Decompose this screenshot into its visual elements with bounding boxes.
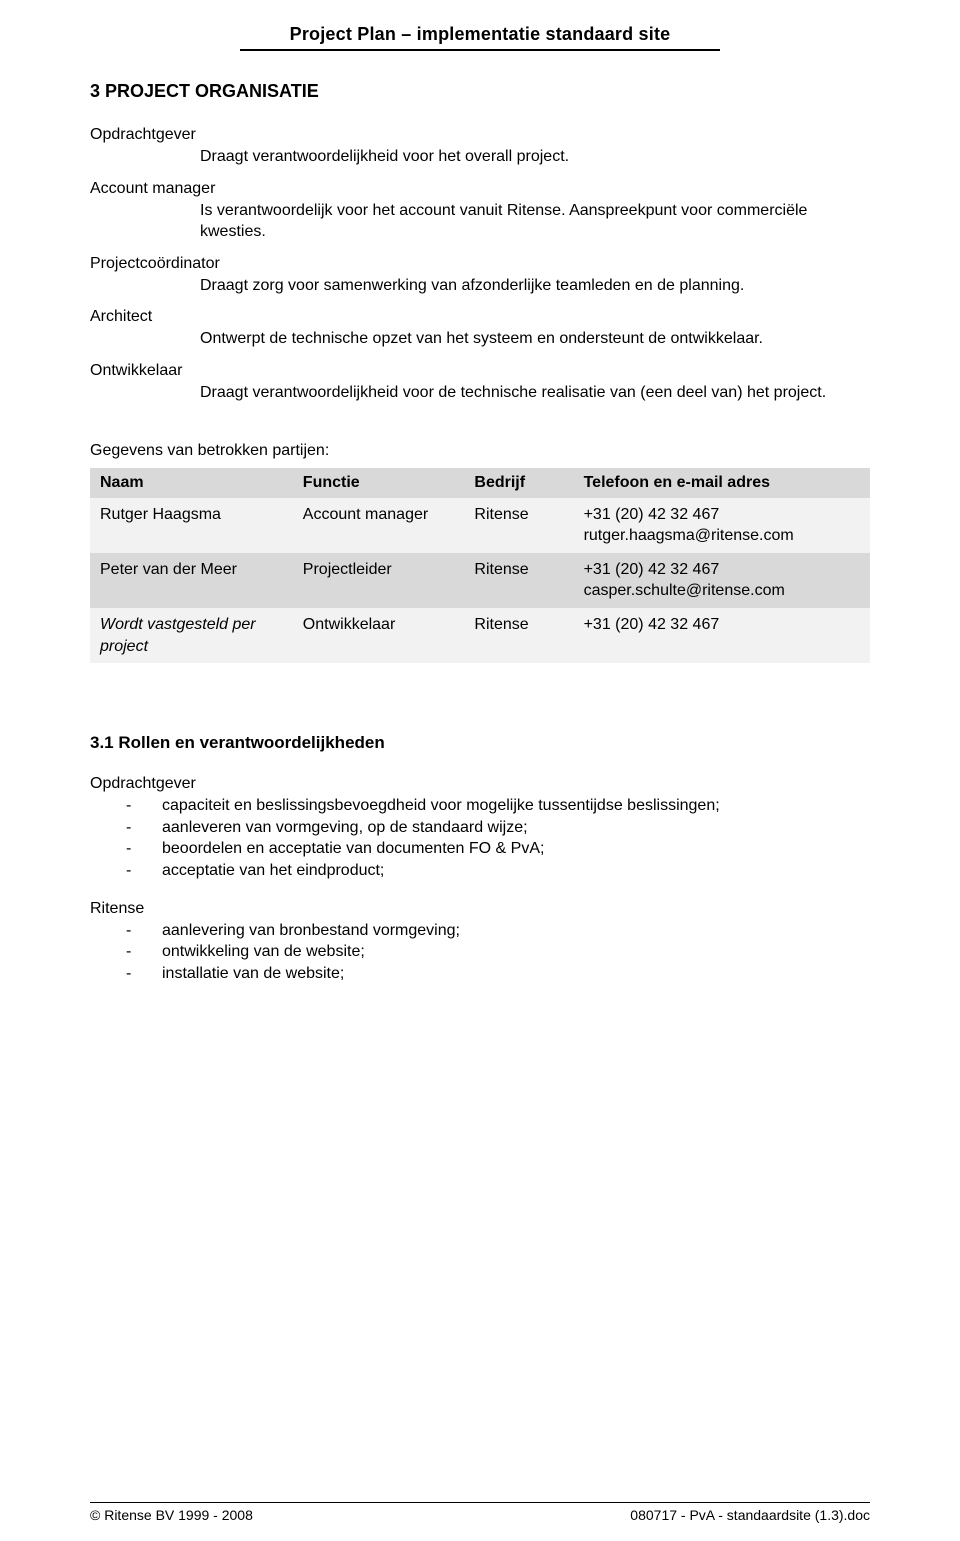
role-label: Architect [90, 308, 870, 326]
document-page: Project Plan – implementatie standaard s… [0, 0, 960, 1541]
cell-naam: Peter van der Meer [90, 553, 293, 608]
role-label: Ontwikkelaar [90, 362, 870, 380]
role-description: Ontwerpt de technische opzet van het sys… [200, 328, 870, 350]
sub-ritense-label: Ritense [90, 900, 870, 918]
list-item: ontwikkeling van de website; [90, 941, 870, 963]
list-item: aanleveren van vormgeving, op de standaa… [90, 817, 870, 839]
cell-contact: +31 (20) 42 32 467 [574, 608, 870, 663]
role-ontwikkelaar: Ontwikkelaar Draagt verantwoordelijkheid… [90, 362, 870, 404]
list-item: aanlevering van bronbestand vormgeving; [90, 920, 870, 942]
list-item: capaciteit en beslissingsbevoegdheid voo… [90, 795, 870, 817]
role-label: Account manager [90, 180, 870, 198]
cell-bedrijf: Ritense [464, 608, 573, 663]
role-description: Draagt zorg voor samenwerking van afzond… [200, 275, 870, 297]
role-label: Projectcoördinator [90, 255, 870, 273]
cell-bedrijf: Ritense [464, 498, 573, 553]
list-item: beoordelen en acceptatie van documenten … [90, 838, 870, 860]
cell-functie: Projectleider [293, 553, 465, 608]
col-functie: Functie [293, 468, 465, 498]
subsection-heading: 3.1 Rollen en verantwoordelijkheden [90, 733, 870, 753]
parties-table: Naam Functie Bedrijf Telefoon en e-mail … [90, 468, 870, 664]
role-architect: Architect Ontwerpt de technische opzet v… [90, 308, 870, 350]
header-rule [240, 49, 720, 51]
cell-naam: Rutger Haagsma [90, 498, 293, 553]
opdrachtgever-list: capaciteit en beslissingsbevoegdheid voo… [90, 795, 870, 881]
role-opdrachtgever: Opdrachtgever Draagt verantwoordelijkhei… [90, 126, 870, 168]
cell-naam: Wordt vastgesteld per project [90, 608, 293, 663]
ritense-list: aanlevering van bronbestand vormgeving;o… [90, 920, 870, 985]
list-item: installatie van de website; [90, 963, 870, 985]
col-contact: Telefoon en e-mail adres [574, 468, 870, 498]
role-label: Opdrachtgever [90, 126, 870, 144]
page-footer: © Ritense BV 1999 - 2008 080717 - PvA - … [90, 1502, 870, 1523]
table-row: Peter van der MeerProjectleiderRitense+3… [90, 553, 870, 608]
role-projectcoordinator: Projectcoördinator Draagt zorg voor same… [90, 255, 870, 297]
cell-bedrijf: Ritense [464, 553, 573, 608]
table-row: Wordt vastgesteld per projectOntwikkelaa… [90, 608, 870, 663]
role-account-manager: Account manager Is verantwoordelijk voor… [90, 180, 870, 243]
table-header-row: Naam Functie Bedrijf Telefoon en e-mail … [90, 468, 870, 498]
cell-contact: +31 (20) 42 32 467 rutger.haagsma@ritens… [574, 498, 870, 553]
sub-opdrachtgever-label: Opdrachtgever [90, 775, 870, 793]
list-item: acceptatie van het eindproduct; [90, 860, 870, 882]
role-description: Draagt verantwoordelijkheid voor het ove… [200, 146, 870, 168]
section-heading: 3 PROJECT ORGANISATIE [90, 81, 870, 102]
footer-left: © Ritense BV 1999 - 2008 [90, 1507, 253, 1523]
col-naam: Naam [90, 468, 293, 498]
role-description: Draagt verantwoordelijkheid voor de tech… [200, 382, 870, 404]
cell-functie: Account manager [293, 498, 465, 553]
footer-right: 080717 - PvA - standaardsite (1.3).doc [630, 1507, 870, 1523]
table-row: Rutger HaagsmaAccount managerRitense+31 … [90, 498, 870, 553]
cell-contact: +31 (20) 42 32 467 casper.schulte@ritens… [574, 553, 870, 608]
page-header-title: Project Plan – implementatie standaard s… [90, 24, 870, 45]
parties-intro: Gegevens van betrokken partijen: [90, 442, 870, 460]
role-description: Is verantwoordelijk voor het account van… [200, 200, 870, 243]
col-bedrijf: Bedrijf [464, 468, 573, 498]
cell-functie: Ontwikkelaar [293, 608, 465, 663]
